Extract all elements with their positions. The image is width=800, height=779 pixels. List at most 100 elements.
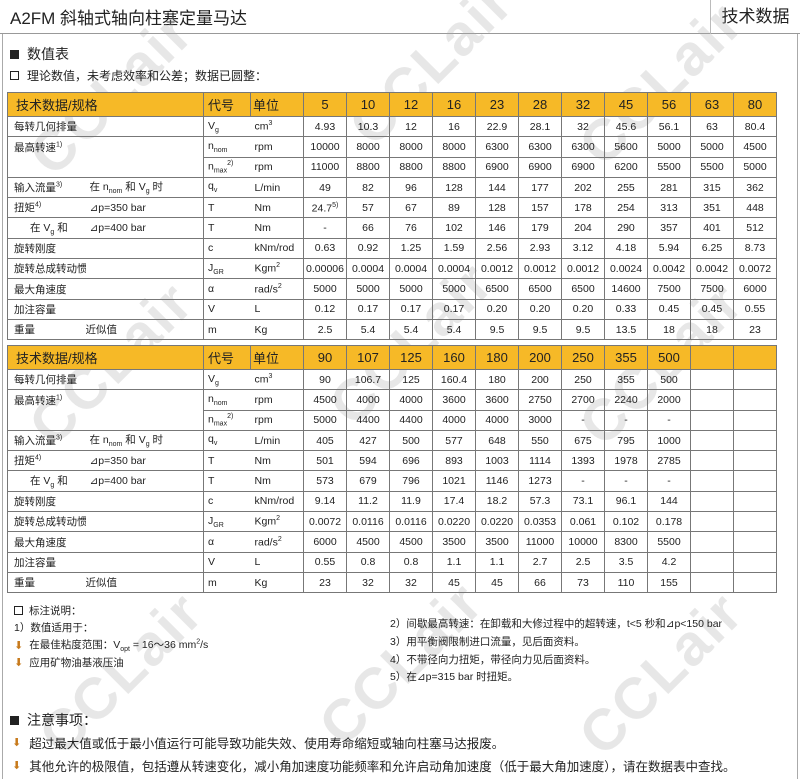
- value-cell: 157: [518, 197, 562, 219]
- value-cell: 3600: [475, 389, 519, 411]
- value-cell: 290: [604, 217, 648, 239]
- value-cell: [733, 571, 777, 594]
- footnote-3: 3）用平衡阀限制进口流量，见后面资料。: [390, 636, 585, 648]
- table-row: 扭矩4) ⊿p=350 bar T Nm 24.75) 57 67 89 128 157 178 25…: [7, 197, 777, 219]
- row-sublabel: [85, 298, 204, 320]
- value-cell: 4500: [346, 531, 390, 553]
- value-cell: 0.0353: [518, 511, 562, 533]
- row-code: qv: [203, 176, 251, 199]
- value-cell: 180: [475, 368, 519, 391]
- value-cell: 23: [303, 571, 347, 594]
- value-cell: 2.5: [561, 551, 605, 573]
- value-cell: 178: [561, 197, 605, 219]
- notes-title: 注意事项：: [27, 712, 97, 728]
- value-cell: 795: [604, 429, 648, 452]
- value-cell: 5600: [604, 136, 648, 158]
- value-cell: 0.0004: [432, 258, 476, 280]
- header-unit: 单位: [250, 345, 304, 370]
- value-cell: 13.5: [604, 318, 648, 341]
- row-code: T: [203, 197, 251, 219]
- value-cell: [733, 429, 777, 452]
- header-size: 200: [518, 345, 562, 370]
- header-label: 技术数据/规格: [7, 92, 204, 117]
- value-cell: 255: [604, 176, 648, 199]
- value-cell: 648: [475, 429, 519, 452]
- row-sublabel: ⊿p=350 bar: [85, 197, 204, 219]
- value-cell: 8000: [389, 136, 433, 158]
- value-cell: 32: [561, 115, 605, 138]
- value-cell: 160.4: [432, 368, 476, 391]
- row-unit: kNm/rod: [250, 490, 304, 513]
- row-label: 输入流量3): [7, 176, 86, 199]
- row-label: 在 Vg 和: [7, 470, 86, 492]
- value-cell: 2.93: [518, 237, 562, 260]
- value-cell: 0.0042: [647, 258, 691, 280]
- value-cell: 0.12: [303, 298, 347, 320]
- value-cell: 893: [432, 450, 476, 472]
- value-cell: 2785: [647, 450, 691, 472]
- header-size: 90: [303, 345, 347, 370]
- value-cell: 5.94: [647, 237, 691, 260]
- row-unit: rad/s2: [250, 531, 304, 553]
- value-cell: [690, 470, 734, 492]
- value-cell: 0.102: [604, 511, 648, 533]
- value-cell: 0.0220: [432, 511, 476, 533]
- notes-heading: 注意事项：: [10, 710, 97, 730]
- header-size: 107: [346, 345, 390, 370]
- value-cell: 49: [303, 176, 347, 199]
- value-cell: 0.0042: [690, 258, 734, 280]
- row-code: m: [203, 318, 251, 341]
- value-cell: 0.55: [733, 298, 777, 320]
- row-unit: cm3: [250, 368, 304, 391]
- value-cell: 3500: [432, 531, 476, 553]
- row-unit: L: [250, 298, 304, 320]
- row-label: 每转几何排量: [7, 368, 86, 391]
- value-cell: 0.55: [303, 551, 347, 573]
- value-cell: 0.92: [346, 237, 390, 260]
- header-size: 160: [432, 345, 476, 370]
- row-sublabel: [85, 368, 204, 391]
- value-cell: 0.17: [432, 298, 476, 320]
- value-cell: 2750: [518, 389, 562, 411]
- footnote-1b: ⬇ 应用矿物油基液压油: [14, 655, 124, 670]
- row-code: JGR: [203, 511, 251, 533]
- value-cell: 56.1: [647, 115, 691, 138]
- header-size: 180: [475, 345, 519, 370]
- row-unit: L: [250, 551, 304, 573]
- row-code: nnom: [203, 136, 251, 158]
- value-cell: 8800: [432, 156, 476, 178]
- table-row: 最高转速1) nnom rpm 4500 4000 4000 3600 3600 2750 270…: [7, 389, 777, 431]
- value-cell: 9.5: [518, 318, 562, 341]
- value-cell: 0.061: [561, 511, 605, 533]
- value-cell: 2.5: [303, 318, 347, 341]
- row-sublabel: [85, 531, 204, 553]
- row-code: α: [203, 531, 251, 553]
- row-code: V: [203, 551, 251, 573]
- value-cell: 2.56: [475, 237, 519, 260]
- section-label: 技术数据: [710, 0, 800, 34]
- header-code: 代号: [203, 92, 251, 117]
- value-cell: 73.1: [561, 490, 605, 513]
- value-cell: 1393: [561, 450, 605, 472]
- value-cell: 3500: [475, 531, 519, 553]
- header-size: [733, 345, 777, 370]
- value-cell: 10000: [561, 531, 605, 553]
- value-cell: 5500: [690, 156, 734, 178]
- value-cell: 448: [733, 197, 777, 219]
- value-cell: 313: [647, 197, 691, 219]
- row-code: m: [203, 571, 251, 594]
- value-cell: 357: [647, 217, 691, 239]
- header-size: 23: [475, 92, 519, 117]
- header-unit: 单位: [250, 92, 304, 117]
- value-cell: 1000: [647, 429, 691, 452]
- value-cell: 594: [346, 450, 390, 472]
- value-cell: 0.00006: [303, 258, 347, 280]
- table-row: nmax2) rpm 5000 4400 4400 4000 4000 3000- - -: [8, 409, 777, 431]
- value-cell: 4000: [346, 389, 390, 411]
- row-sublabel: ⊿p=400 bar: [85, 470, 204, 492]
- page-frame: [2, 34, 798, 779]
- header-size: 355: [604, 345, 648, 370]
- row-code: JGR: [203, 258, 251, 280]
- header-size: 45: [604, 92, 648, 117]
- value-cell: 45.6: [604, 115, 648, 138]
